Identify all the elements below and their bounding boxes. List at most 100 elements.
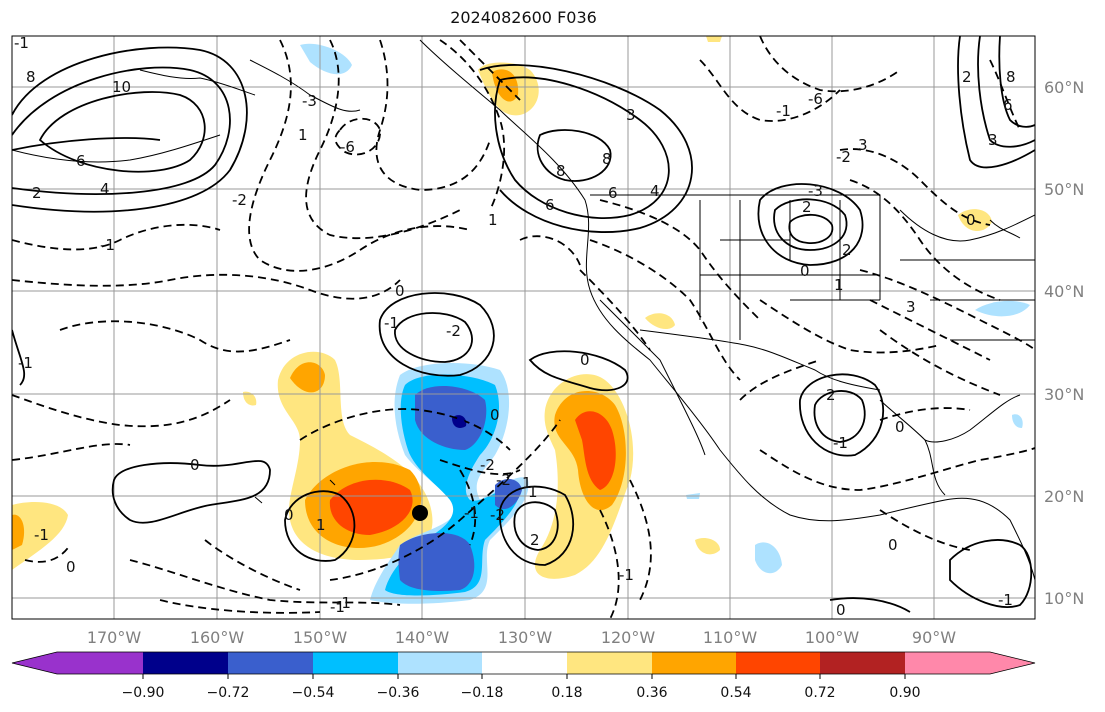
contour-label: 6: [545, 196, 555, 214]
contour-label: 0: [836, 601, 846, 619]
colorbar-segment: [12, 652, 57, 674]
latitude-label: 40°N: [1044, 282, 1084, 301]
contour-label: -1: [619, 566, 634, 584]
latitude-label: 30°N: [1044, 385, 1084, 404]
negative-anomaly-region: [415, 385, 487, 450]
colorbar-segment: [652, 652, 736, 674]
contour-label: 2: [962, 68, 972, 86]
colorbar-label: −0.36: [377, 685, 420, 701]
contour-label: 2: [530, 531, 540, 549]
contour-label: 3: [906, 298, 916, 316]
contour-label: 2: [826, 386, 836, 404]
contour-label: 10: [112, 78, 131, 96]
colorbar-label: 0.54: [720, 685, 751, 701]
contour-label: 0: [888, 536, 898, 554]
contour-label: -2: [836, 148, 851, 166]
contour-label: 1: [316, 516, 326, 534]
contour-label: 2: [842, 241, 852, 259]
contour-label: -1: [776, 102, 791, 120]
colorbar-segment: [57, 652, 143, 674]
contour-label: 4: [100, 180, 110, 198]
contour-label: -2: [496, 471, 511, 489]
contour-label: 2: [802, 198, 812, 216]
contour-label: 3: [858, 136, 868, 154]
negative-anomaly-region: [300, 43, 352, 75]
contour-label: 1: [298, 126, 308, 144]
latitude-labels: 60°N 50°N 40°N 30°N 20°N 10°N: [1044, 78, 1084, 608]
contour-label: 3: [988, 131, 998, 149]
latitude-label: 10°N: [1044, 589, 1084, 608]
contour-label: 8: [1006, 68, 1016, 86]
colorbar-segment: [905, 652, 990, 674]
negative-anomaly-region: [398, 532, 475, 591]
colorbar-segment: [567, 652, 652, 674]
contour-label: -1: [336, 594, 351, 612]
contour-label: -1: [330, 598, 345, 616]
contour-label: 0: [66, 558, 76, 576]
negative-anomaly-region: [1012, 414, 1023, 428]
contour-label: 0: [895, 418, 905, 436]
colorbar-label: 0.36: [636, 685, 667, 701]
colorbar-segment: [228, 652, 313, 674]
contour-label: 8: [602, 150, 612, 168]
negative-anomaly-region: [385, 374, 520, 596]
colorbar: −0.90 −0.72 −0.54 −0.36 −0.18 0.18 0.36 …: [11, 651, 1036, 701]
positive-anomaly-region: [12, 502, 68, 570]
colorbar-segment: [143, 652, 228, 674]
contour-label: 0: [284, 506, 294, 524]
positive-anomaly-region: [958, 209, 992, 232]
contour-label: 8: [26, 68, 36, 86]
contour-label: -1: [18, 354, 33, 372]
contour-label: -2: [232, 191, 247, 209]
storm-center-marker: [412, 505, 428, 521]
positive-anomaly-region: [329, 479, 413, 535]
contour-labels: 10 8 6 4 2 8 6 3 1 -1 -2 -3 -6 1 6 8 4 3…: [14, 34, 1016, 619]
contour-label: 0: [580, 351, 590, 369]
contour-label: 1: [488, 211, 498, 229]
latitude-label: 60°N: [1044, 78, 1084, 97]
contour-label: -1: [34, 526, 49, 544]
positive-anomaly-region: [575, 411, 616, 490]
positive-anomaly-region: [12, 514, 25, 550]
colorbar-segment: [482, 652, 567, 674]
contour-label: 0: [395, 282, 405, 300]
contour-label: -6: [808, 90, 823, 108]
positive-anomaly-region: [290, 362, 325, 393]
contour-label: 6: [608, 184, 618, 202]
contour-label: 6: [76, 152, 86, 170]
contour-label: -3: [302, 92, 317, 110]
map-background: [12, 36, 1035, 619]
colorbar-segment: [398, 652, 482, 674]
minimum-anomaly-dot: [455, 418, 465, 428]
latitude-label: 50°N: [1044, 180, 1084, 199]
contour-label: 0: [966, 211, 976, 229]
contour-label: -2: [446, 322, 461, 340]
colorbar-label: −0.54: [292, 685, 335, 701]
negative-anomaly-region: [495, 478, 522, 510]
colorbar-segment: [990, 652, 1035, 674]
contour-label: 0: [800, 262, 810, 280]
map-title: 2024082600 F036: [450, 8, 597, 27]
map-frame: [11, 35, 1036, 620]
contour-label: 1: [522, 474, 532, 492]
contour-label: -2: [490, 506, 505, 524]
positive-anomaly-region: [706, 36, 722, 42]
colorbar-segment: [313, 652, 398, 674]
contour-label: -1: [384, 314, 399, 332]
contour-label: -2: [480, 456, 495, 474]
contour-label: 6: [1003, 96, 1013, 114]
contour-label: 8: [556, 162, 566, 180]
contour-label: 0: [190, 456, 200, 474]
contour-label: -3: [808, 182, 823, 200]
contour-label: -6: [340, 138, 355, 156]
colorbar-label: 0.18: [551, 685, 582, 701]
contour-label: 1: [528, 483, 538, 501]
contour-label: 0: [490, 406, 500, 424]
contour-label: -1: [14, 34, 29, 52]
longitude-label: 160°W: [190, 628, 245, 647]
positive-anomaly-region: [243, 391, 257, 406]
negative-anomaly-region: [755, 542, 782, 574]
colorbar-label: −0.90: [122, 685, 165, 701]
longitude-label: 90°W: [912, 628, 956, 647]
